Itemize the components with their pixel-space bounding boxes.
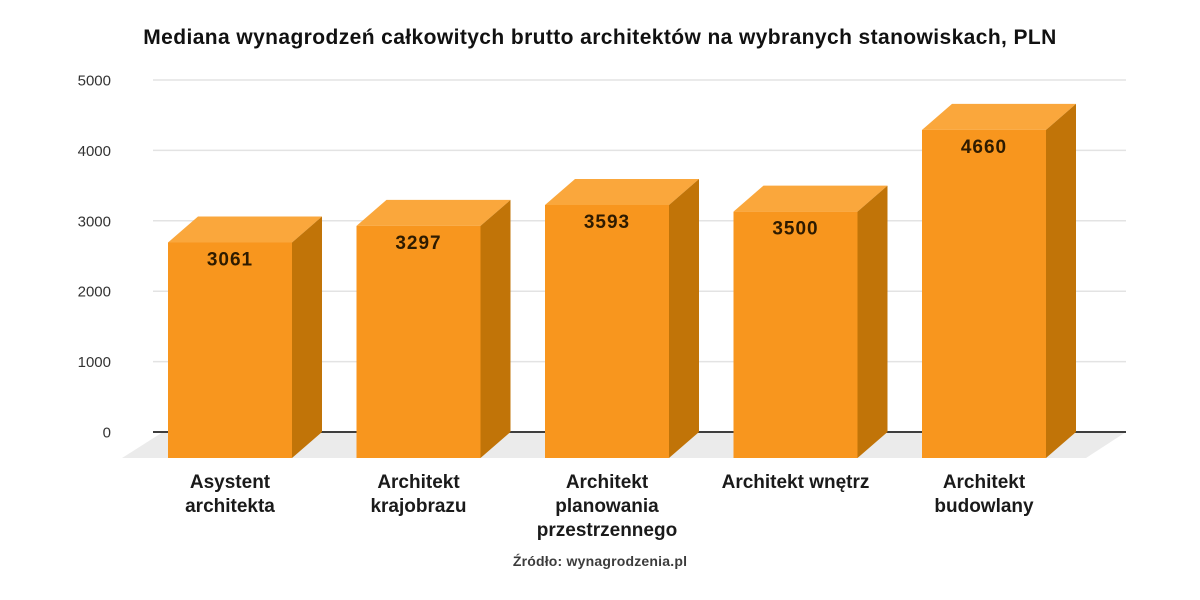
y-tick-label-0: 0 xyxy=(103,425,111,442)
bar-front-face xyxy=(356,225,481,458)
y-tick-label-1000: 1000 xyxy=(78,354,111,371)
bar-front-face xyxy=(168,242,292,458)
y-tick-label-2000: 2000 xyxy=(78,284,111,301)
bar-side-face xyxy=(480,199,511,458)
bar-top-face xyxy=(545,179,699,206)
bar-3: 3593 xyxy=(545,179,699,458)
bar-top-face xyxy=(168,216,322,243)
x-axis-label-3: Architekt planowania przestrzennego xyxy=(537,472,677,541)
chart-title: Mediana wynagrodzeń całkowitych brutto a… xyxy=(143,26,1057,49)
bar-top-face xyxy=(356,199,511,226)
bar-side-face xyxy=(1046,103,1076,458)
bar-side-face xyxy=(857,185,888,458)
bar-top-face xyxy=(922,103,1076,130)
bar-value-label: 3061 xyxy=(207,250,253,271)
bar-value-label: 3593 xyxy=(584,212,630,233)
source-note: Źródło: wynagrodzenia.pl xyxy=(512,553,688,569)
x-axis-label-2: Architekt krajobrazu xyxy=(370,472,466,517)
bar-side-face xyxy=(669,179,699,458)
x-axis-label-5: Architekt budowlany xyxy=(934,472,1034,517)
bar-side-face xyxy=(292,216,322,458)
y-tick-label-5000: 5000 xyxy=(78,73,111,90)
bar-2: 3297 xyxy=(356,199,511,458)
bar-1: 3061 xyxy=(168,216,322,458)
y-tick-label-4000: 4000 xyxy=(78,143,111,160)
bar-front-face xyxy=(733,211,858,458)
bar-front-face xyxy=(545,205,669,458)
bar-value-label: 3297 xyxy=(395,233,441,254)
bar-4: 3500 xyxy=(733,185,888,458)
bar-value-label: 3500 xyxy=(772,219,818,240)
bar-value-label: 4660 xyxy=(961,137,1007,158)
y-tick-label-3000: 3000 xyxy=(78,213,111,230)
bar-front-face xyxy=(922,129,1046,458)
x-axis-label-4: Architekt wnętrz xyxy=(722,472,870,493)
bar-top-face xyxy=(733,185,888,212)
x-axis-label-1: Asystent architekta xyxy=(185,472,275,517)
bar-5: 4660 xyxy=(922,103,1076,458)
